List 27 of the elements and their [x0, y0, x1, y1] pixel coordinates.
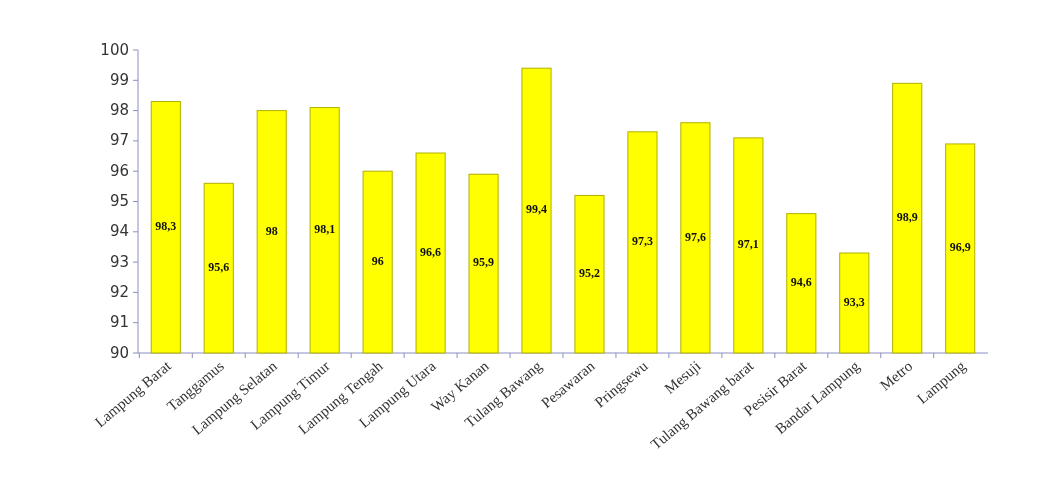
data-label: 98,1	[314, 222, 336, 237]
data-label: 96,9	[949, 240, 971, 255]
data-label: 93,3	[843, 294, 865, 309]
y-tick-label: 100	[100, 40, 129, 59]
data-label: 98,3	[155, 219, 177, 234]
y-tick-label: 94	[109, 222, 129, 241]
y-tick-label: 91	[109, 313, 129, 332]
data-label: 94,6	[790, 275, 812, 290]
y-tick-label: 96	[109, 161, 129, 180]
y-tick-label: 95	[109, 192, 129, 210]
y-tick-label: 97	[109, 131, 129, 150]
data-label: 97,6	[684, 229, 706, 244]
y-tick-label: 93	[109, 252, 129, 271]
data-label: 95,2	[578, 265, 600, 280]
data-label: 98,9	[896, 209, 918, 224]
data-label: 96,6	[420, 244, 442, 259]
data-label: 95,9	[473, 255, 495, 270]
data-label: 97,1	[737, 237, 759, 252]
y-tick-label: 98	[109, 101, 129, 120]
y-tick-label: 99	[109, 70, 129, 89]
data-label: 99,4	[526, 202, 548, 217]
y-tick-label: 92	[109, 282, 129, 301]
data-label: 98	[265, 223, 278, 238]
y-tick-label: 90	[109, 343, 129, 362]
data-label: 97,3	[631, 234, 653, 249]
data-label: 95,6	[208, 259, 230, 274]
data-label: 96	[371, 253, 384, 268]
